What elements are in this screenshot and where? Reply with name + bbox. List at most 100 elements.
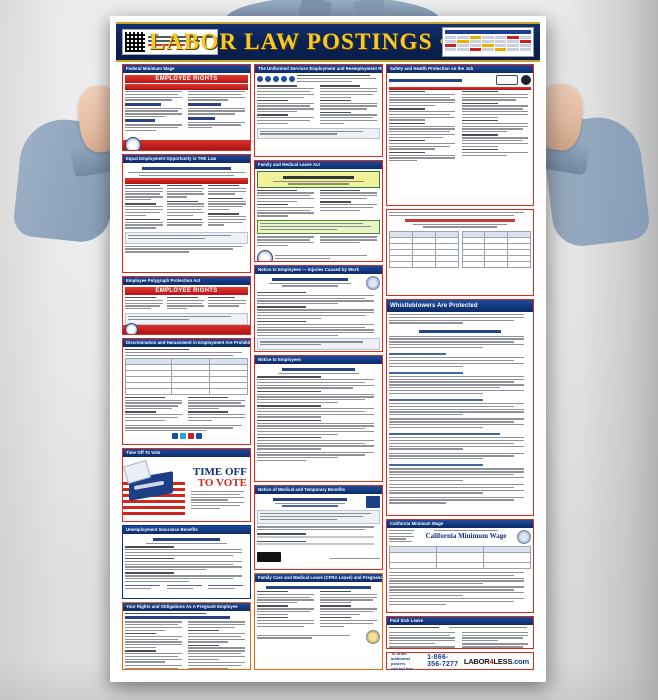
brand-logo-suffix: LESS bbox=[493, 656, 513, 666]
poster-banner: Product Number CA All Laminated 2018 LAB… bbox=[116, 22, 540, 62]
eppa-dol-footer: WAGE AND HOUR DIVISION UNITED STATES DEP… bbox=[123, 323, 250, 334]
panel-header-userra: The Uniformed Services Employment and Re… bbox=[255, 65, 382, 73]
facebook-icon bbox=[171, 433, 178, 440]
fmla-green-box bbox=[257, 220, 380, 235]
calendar-label: 2018 Calendar bbox=[445, 51, 446, 52]
dol-seal-icon bbox=[125, 137, 141, 150]
labor-law-poster: Product Number CA All Laminated 2018 LAB… bbox=[110, 16, 546, 682]
calendar-grid bbox=[445, 36, 531, 51]
whistleblower-faq-1: Who is protected? bbox=[389, 505, 390, 506]
panel-userra: The Uniformed Services Employment and Re… bbox=[254, 64, 383, 157]
footer-phone: 1-866-356-7277 bbox=[427, 654, 459, 668]
panel-header-fmla: Family and Medical Leave Act bbox=[255, 161, 382, 169]
panel-employee-polygraph-protection-act: Employee Polygraph Protection Act EMPLOY… bbox=[122, 276, 251, 335]
osha-offices-subtitle: OFFICES OF THE DIVISION OF OCCUPATIONAL … bbox=[389, 229, 390, 230]
panel-body: WHISTLEBLOWERS ARE PROTECTED Who is prot… bbox=[387, 312, 533, 515]
dfeh-agency-text: California Department of Fair Employment… bbox=[125, 439, 126, 440]
eeo-agency-box bbox=[125, 232, 248, 244]
linkedin-icon bbox=[195, 433, 202, 440]
panel-header-safety-health: Safety and Health Protection on the Job bbox=[387, 65, 533, 73]
product-number-lines bbox=[145, 36, 215, 48]
dfeh-seal-icon bbox=[366, 630, 380, 645]
panel-header-eeo: Equal Employment Opportunity is THE Law bbox=[123, 155, 250, 163]
panel-whistleblowers-are-protected: Whistleblowers Are Protected bbox=[386, 299, 534, 516]
panel-body: EMPLOYEE RIGHTS bbox=[123, 73, 250, 140]
cal-osha-badge-icon bbox=[496, 75, 518, 85]
panel-header-pregnant-employee: Your Rights and Obligations As A Pregnan… bbox=[123, 603, 250, 611]
minimum-wage-table bbox=[389, 546, 531, 569]
panel-body bbox=[255, 494, 382, 569]
fmla-footer bbox=[257, 249, 380, 261]
neck bbox=[328, 0, 362, 16]
product-number-block: Product Number CA All Laminated 2018 bbox=[122, 29, 218, 55]
panel-body: Employment Development Department bbox=[123, 534, 250, 598]
footer-order-line1: To order additional posters bbox=[391, 651, 410, 666]
panel-body: U.S. Department of Labor Veterans' Emplo… bbox=[255, 73, 382, 156]
panel-body bbox=[123, 611, 250, 669]
calendar-header bbox=[445, 30, 531, 34]
marines-icon bbox=[273, 76, 279, 83]
eppa-banner: EMPLOYEE RIGHTS bbox=[125, 287, 248, 295]
twitter-icon bbox=[179, 433, 186, 440]
navy-icon bbox=[265, 76, 271, 83]
text-col-right bbox=[188, 91, 248, 133]
state-seal-icon bbox=[366, 276, 380, 290]
consulate-hotline-phone: 1-866-930-0023 bbox=[389, 229, 390, 230]
vote-title-line2: TO VOTE bbox=[197, 477, 247, 489]
panel-federal-minimum-wage: Federal Minimum Wage EMPLOYEE RIGHTS bbox=[122, 64, 251, 151]
panel-paid-sick-leave: Paid Sick Leave bbox=[386, 616, 534, 649]
panel-safety-and-health-protection: Safety and Health Protection on the Job bbox=[386, 64, 534, 206]
dol-seal-icon bbox=[257, 249, 273, 261]
panel-header-whistleblowers: Whistleblowers Are Protected bbox=[387, 300, 533, 312]
panel-header-medical-temporary-benefits: Notice of Medical and Temporary Benefits bbox=[255, 486, 382, 494]
panel-body bbox=[123, 163, 250, 272]
panel-notice-medical-temporary-benefits: Notice of Medical and Temporary Benefits bbox=[254, 485, 383, 570]
brand-logo-prefix: LABOR bbox=[463, 656, 490, 666]
panel-body: Call the FREE Mexico Consulate Hotline 1… bbox=[387, 210, 533, 295]
osha-circle-icon bbox=[521, 75, 531, 85]
whistleblower-section-title: WHISTLEBLOWERS ARE PROTECTED bbox=[389, 505, 390, 506]
panel-body: WAGE AND HOUR DIVISION UNITED STATES DEP… bbox=[255, 169, 382, 261]
panel-header-cfra: Family Care and Medical Leave (CFRA Leav… bbox=[255, 574, 382, 582]
panel-body: State of California Department of Indust… bbox=[387, 73, 533, 205]
panel-body: Healthy Workplaces / Healthy Families Ac… bbox=[387, 625, 533, 648]
whistleblower-faq-3: What protections are afforded to whistle… bbox=[389, 505, 390, 506]
cal-osha-agency-text: State of California Department of Indust… bbox=[389, 163, 390, 164]
left-column: Federal Minimum Wage EMPLOYEE RIGHTS bbox=[122, 64, 251, 670]
california-state-seal-icon bbox=[517, 530, 531, 544]
dol-footer: WAGE AND HOUR DIVISION UNITED STATES DEP… bbox=[123, 137, 250, 150]
labor-commissioner-text: Labor Commissioner, State of California bbox=[257, 463, 258, 464]
panel-header-eppa: Employee Polygraph Protection Act bbox=[123, 277, 250, 285]
panel-equal-employment-opportunity: Equal Employment Opportunity is THE Law bbox=[122, 154, 251, 273]
fmla-highlight-box bbox=[257, 171, 380, 188]
panel-body: EMPLOYEE RIGHTS bbox=[123, 285, 250, 325]
panel-body: California Department of Fair Employment… bbox=[123, 347, 250, 444]
calendar-block: 2018 Calendar bbox=[442, 27, 534, 57]
army-icon bbox=[257, 76, 263, 83]
panel-california-minimum-wage: California Minimum Wage California Minim… bbox=[386, 519, 534, 613]
whistleblower-faq-2: What is a whistleblower? bbox=[389, 505, 390, 506]
dir-agency-text: State of California Department of Indust… bbox=[389, 607, 390, 608]
dol-seal-icon bbox=[125, 323, 138, 334]
whistleblower-faq-4: How do I report a violation? bbox=[389, 505, 390, 506]
employee-rights-banner: EMPLOYEE RIGHTS bbox=[125, 75, 248, 83]
edd-agency-text: Employment Development Department bbox=[125, 591, 126, 592]
panel-time-off-to-vote: Time Off To Vote TIME OFF TO VOTE bbox=[122, 448, 251, 522]
brand-logo: LABOR4LESS.com bbox=[464, 657, 529, 666]
panel-pregnant-employee-rights: Your Rights and Obligations As A Pregnan… bbox=[122, 602, 251, 670]
minimum-wage-bar bbox=[125, 84, 248, 90]
qr-code-icon bbox=[125, 32, 145, 52]
social-icons bbox=[125, 433, 248, 440]
dwc-logo-icon bbox=[366, 496, 380, 508]
footer-order-text: To order additional posters call toll fr… bbox=[391, 651, 423, 671]
panel-family-and-medical-leave-act: Family and Medical Leave Act bbox=[254, 160, 383, 262]
panel-header-injuries: Notice to Employees — Injuries Caused by… bbox=[255, 266, 382, 274]
discrimination-table bbox=[125, 357, 248, 395]
cal-osha-logo-icon bbox=[257, 551, 281, 562]
panel-discrimination-harassment: Discrimination and Harassment in Employm… bbox=[122, 338, 251, 445]
text-col-left bbox=[125, 91, 185, 133]
consulate-hotline-header: Call the FREE Mexico Consulate Hotline bbox=[389, 229, 390, 230]
airforce-icon bbox=[281, 76, 287, 83]
eeo-red-bar bbox=[125, 178, 248, 185]
